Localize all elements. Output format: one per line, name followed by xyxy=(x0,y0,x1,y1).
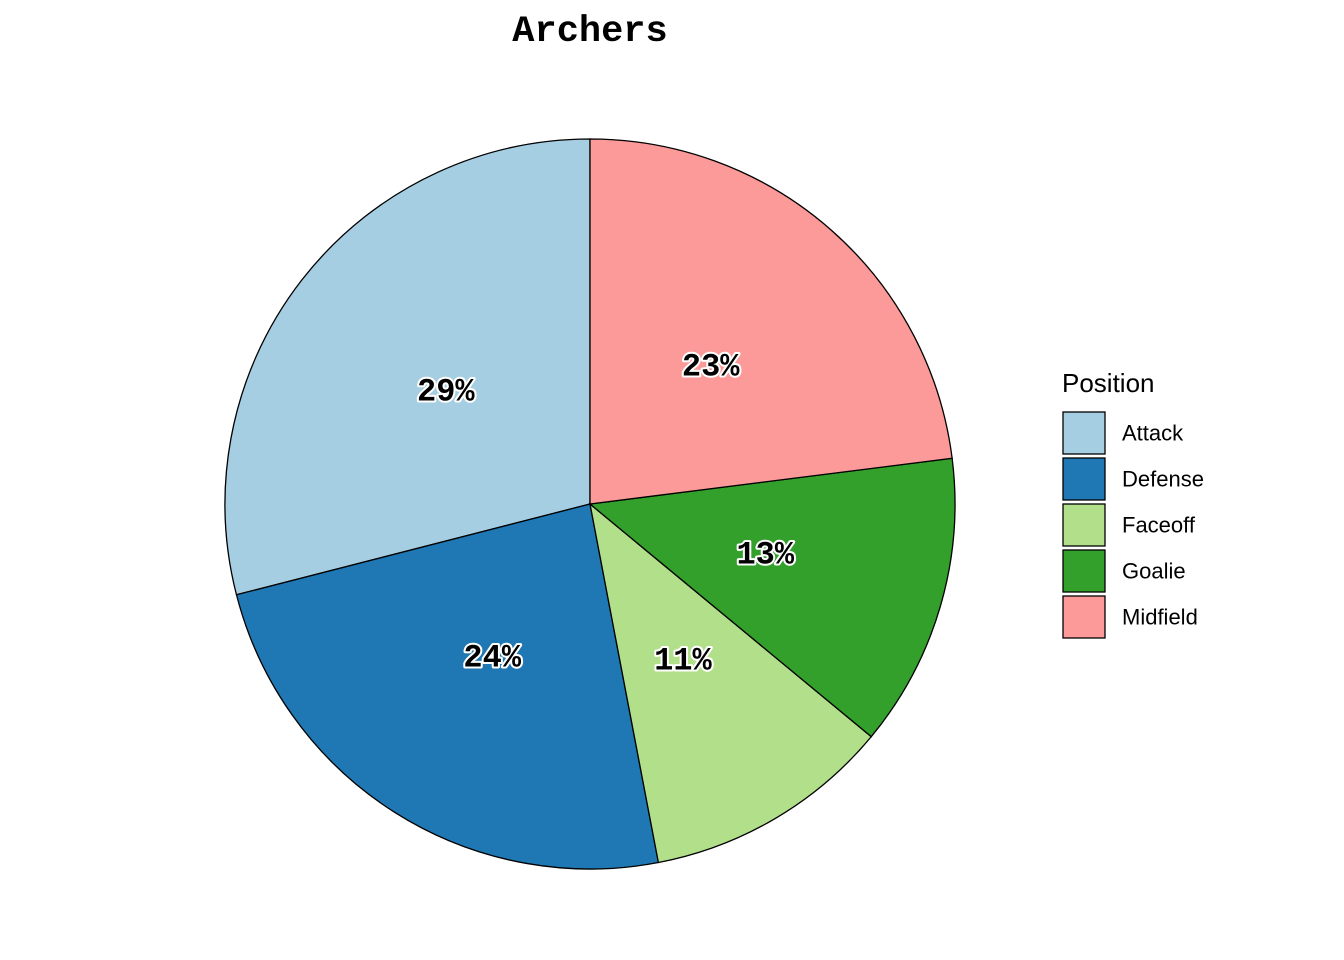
legend-label-midfield: Midfield xyxy=(1122,605,1198,630)
pie-slice-faceoff xyxy=(589,502,873,864)
legend-swatch-attack xyxy=(1062,411,1106,455)
legend-label-attack: Attack xyxy=(1122,421,1184,446)
pie-percent-labels: 29% 24% 11% 13% 23% xyxy=(415,347,797,682)
pie-label-faceoff: 11% xyxy=(654,643,712,680)
legend: Position Attack Defense Faceoff Goalie Midfi… xyxy=(1062,368,1204,639)
pie-slice-defense xyxy=(235,503,660,870)
legend-swatch-faceoff xyxy=(1062,503,1106,547)
legend-label-goalie: Goalie xyxy=(1122,559,1186,584)
legend-label-defense: Defense xyxy=(1122,467,1204,492)
legend-items: Attack Defense Faceoff Goalie Midfield xyxy=(1062,411,1204,639)
chart-title: Archers xyxy=(512,11,667,53)
pie-slice-attack xyxy=(224,138,591,596)
pie-slices xyxy=(224,138,956,870)
pie-label-defense: 24% xyxy=(463,640,521,677)
pie-label-attack: 29% xyxy=(417,374,475,411)
pie-slice-goalie xyxy=(588,457,956,738)
legend-title: Position xyxy=(1062,368,1155,398)
pie-label-midfield: 23% xyxy=(682,349,740,386)
pie-label-goalie: 13% xyxy=(736,536,794,573)
legend-swatch-goalie xyxy=(1062,549,1106,593)
legend-swatch-midfield xyxy=(1062,595,1106,639)
legend-swatch-defense xyxy=(1062,457,1106,501)
legend-label-faceoff: Faceoff xyxy=(1122,513,1196,538)
pie-slice-midfield xyxy=(589,138,953,505)
